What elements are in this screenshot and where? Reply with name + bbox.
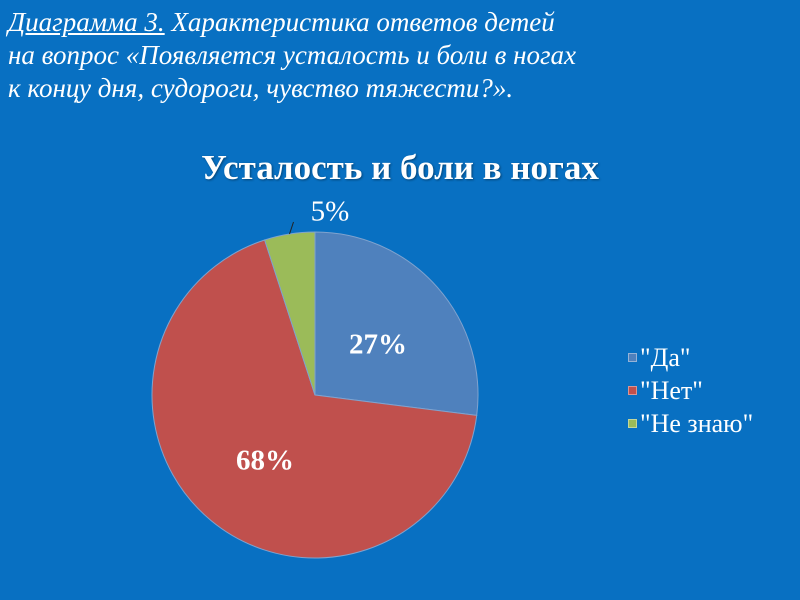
legend-item-no: "Нет" xyxy=(628,374,753,407)
data-label: 5% xyxy=(311,196,350,228)
slice-no xyxy=(151,239,478,559)
legend-swatch xyxy=(628,386,637,395)
legend-label: "Нет" xyxy=(640,376,703,405)
heading-line-3: к концу дня, судороги, чувство тяжести?»… xyxy=(8,73,514,103)
legend-swatch xyxy=(628,353,637,362)
legend-label: "Не знаю" xyxy=(640,409,754,438)
legend: "Да" "Нет" "Не знаю" xyxy=(628,341,753,440)
legend-item-yes: "Да" xyxy=(628,341,753,374)
legend-swatch xyxy=(628,419,637,428)
slice-yes xyxy=(314,231,479,416)
slide-heading: Диаграмма 3. Характеристика ответов дете… xyxy=(8,6,788,105)
heading-line-1: Характеристика ответов детей xyxy=(164,7,555,37)
chart-title: Усталость и боли в ногах xyxy=(201,148,599,187)
leader-line xyxy=(289,221,294,235)
heading-label: Диаграмма 3. xyxy=(8,7,165,37)
data-label: 27% xyxy=(349,329,407,361)
legend-label: "Да" xyxy=(640,343,691,372)
legend-item-dont-know: "Не знаю" xyxy=(628,407,753,440)
heading-line-2: на вопрос «Появляется усталость и боли в… xyxy=(8,40,577,70)
data-label: 68% xyxy=(236,445,294,477)
slice-dont-know xyxy=(263,231,316,396)
